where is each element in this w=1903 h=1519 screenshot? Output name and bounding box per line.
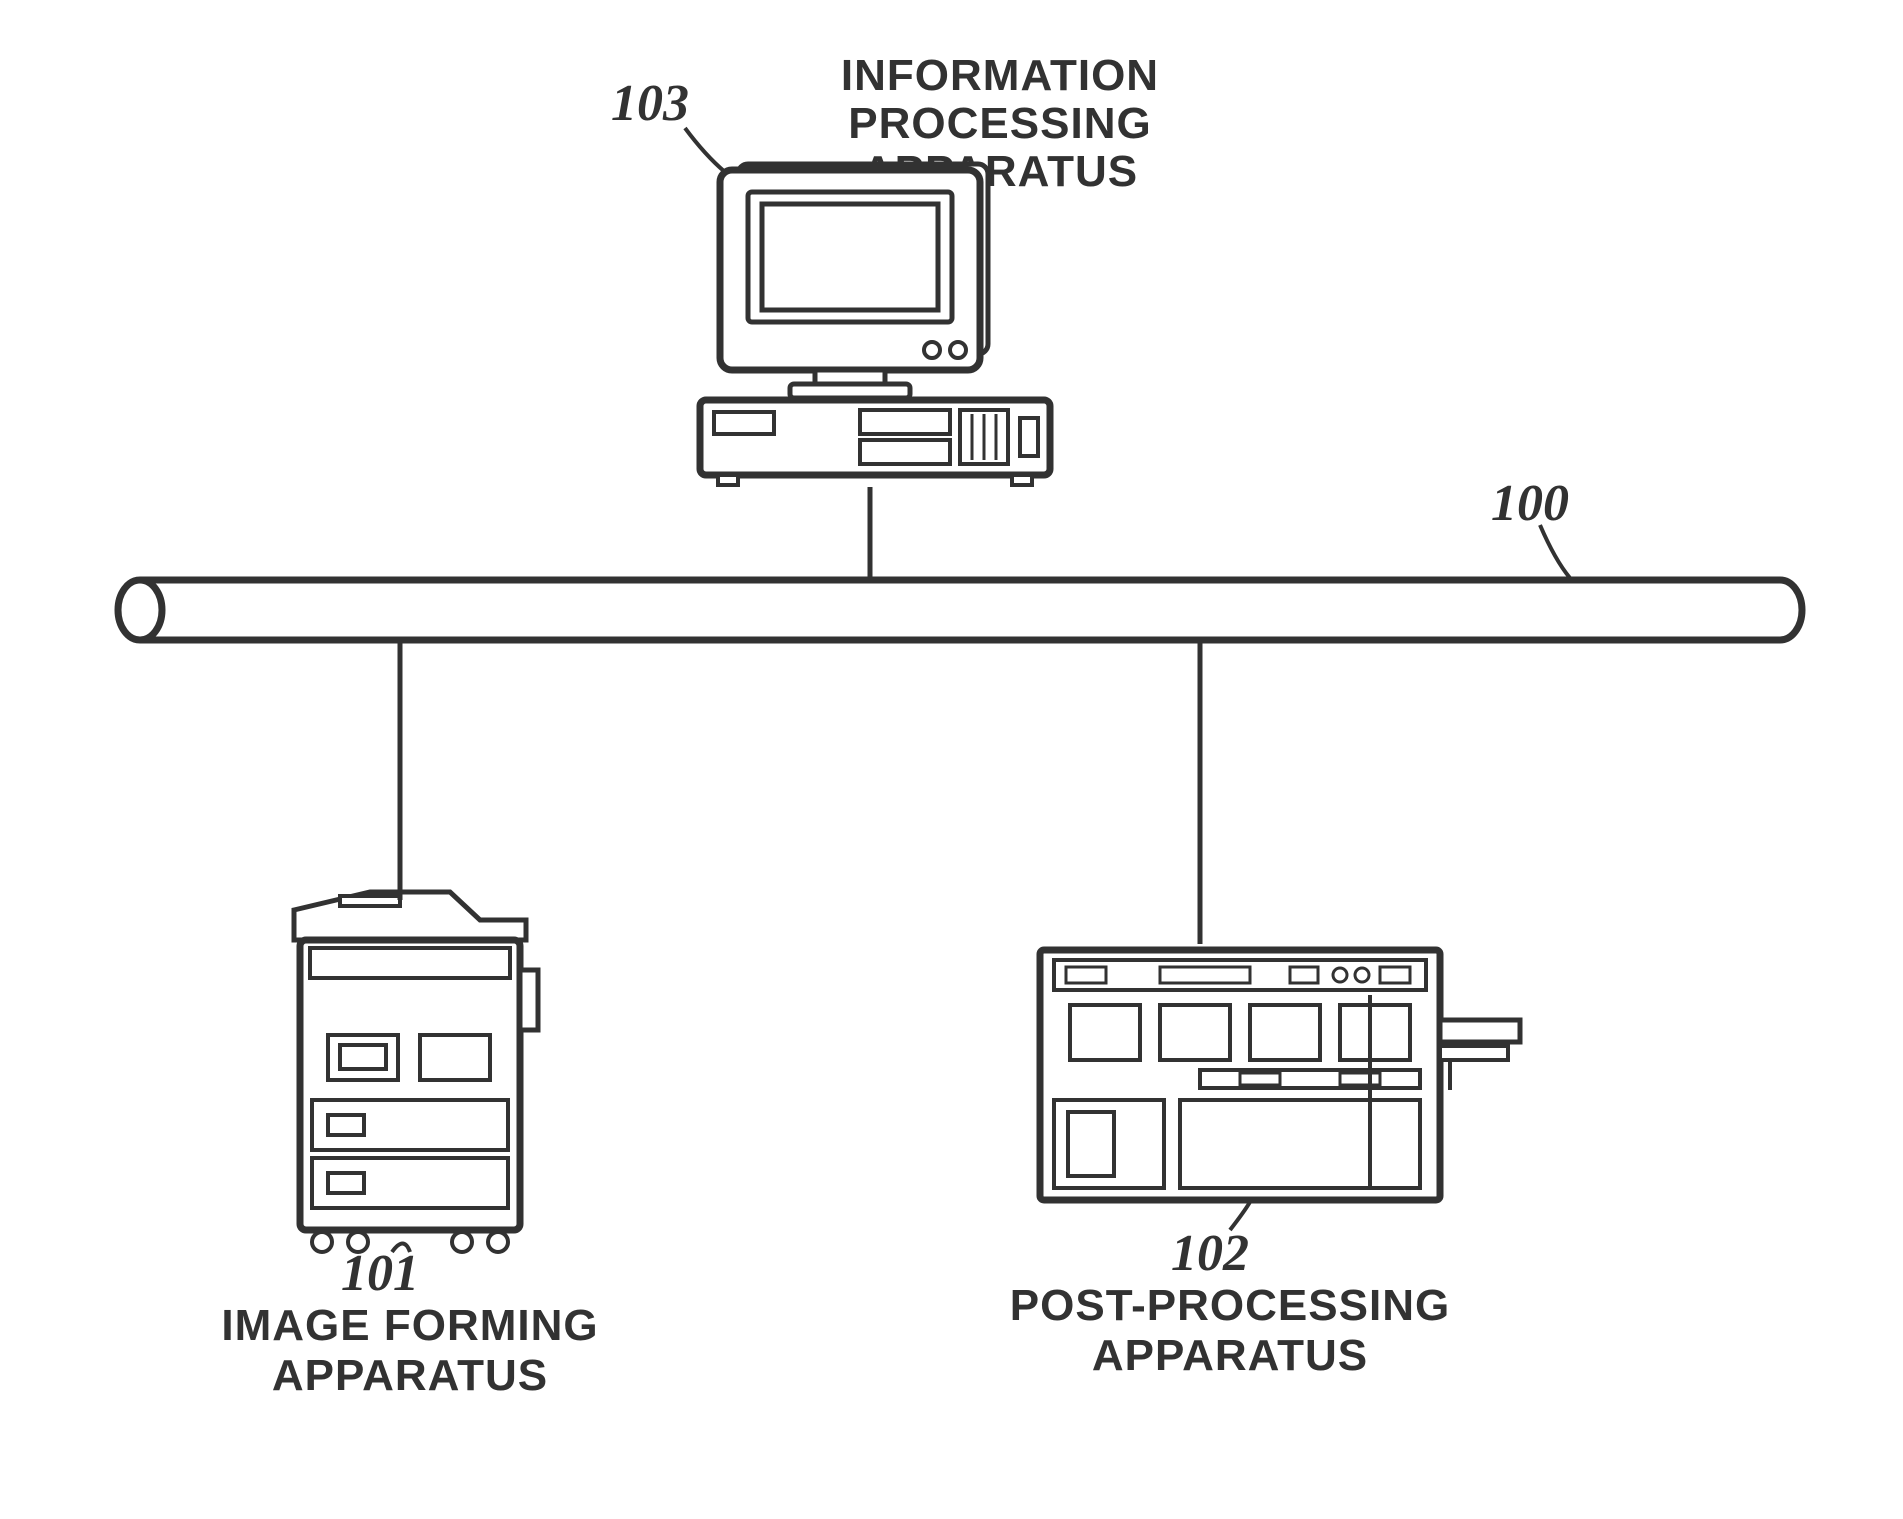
bus-ref: 100 [1491, 475, 1570, 578]
post-processing-apparatus: 102POST-PROCESSINGAPPARATUS [1010, 950, 1520, 1380]
svg-text:103: 103 [611, 75, 689, 132]
image-forming-apparatus: 101IMAGE FORMINGAPPARATUS [221, 892, 598, 1400]
post-proc-ref: 102 [1171, 1202, 1250, 1282]
bus-ref-number: 100 [1491, 475, 1569, 532]
computer-tower-icon [700, 400, 1050, 485]
img-forming-ref: 101 [341, 1244, 419, 1303]
svg-text:IMAGE FORMING: IMAGE FORMING [221, 1301, 598, 1350]
finisher-icon [1040, 950, 1520, 1200]
svg-text:PROCESSING: PROCESSING [848, 99, 1151, 148]
svg-text:APPARATUS: APPARATUS [1092, 1331, 1368, 1380]
printer-icon [294, 892, 538, 1252]
svg-text:102: 102 [1171, 1225, 1249, 1282]
post-proc-label: POST-PROCESSINGAPPARATUS [1010, 1281, 1450, 1380]
img-forming-label: IMAGE FORMINGAPPARATUS [221, 1301, 598, 1400]
svg-text:INFORMATION: INFORMATION [841, 51, 1159, 100]
svg-text:APPARATUS: APPARATUS [272, 1351, 548, 1400]
system-diagram: 100INFORMATIONPROCESSINGAPPARATUS103101I… [0, 0, 1903, 1519]
svg-text:POST-PROCESSING: POST-PROCESSING [1010, 1281, 1450, 1330]
svg-text:101: 101 [341, 1245, 419, 1302]
info-proc-ref: 103 [611, 75, 725, 172]
network-bus: 100 [118, 475, 1802, 640]
computer-monitor-icon [720, 164, 988, 398]
info-processing-apparatus: INFORMATIONPROCESSINGAPPARATUS103 [611, 51, 1159, 485]
